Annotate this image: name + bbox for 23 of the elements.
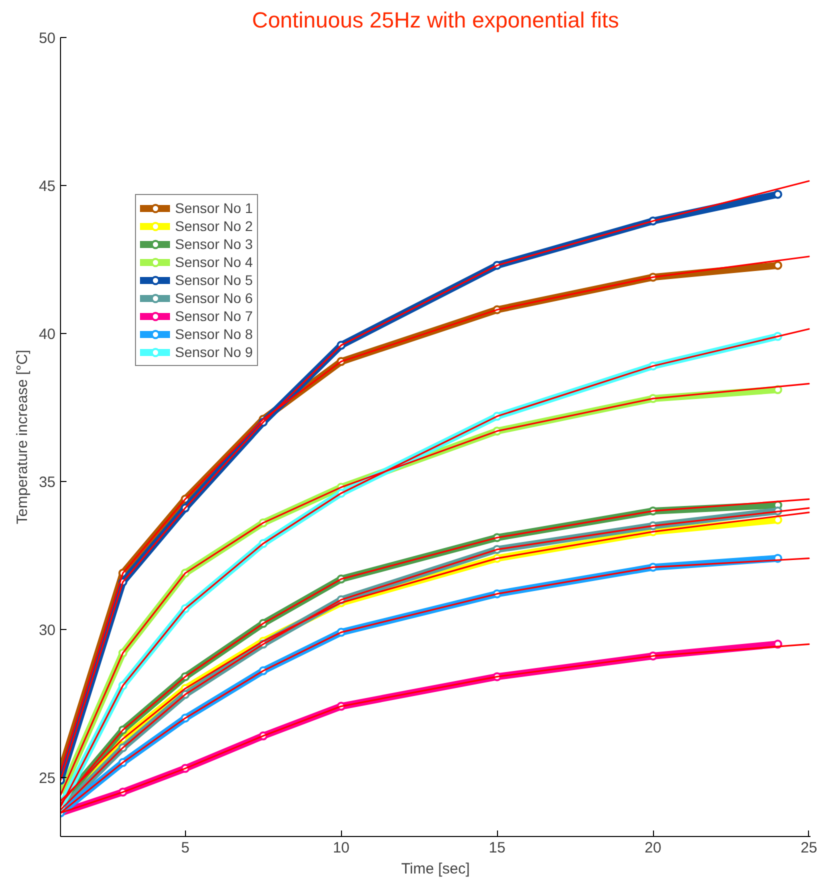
legend-label: Sensor No 9 [175,343,253,361]
x-axis-title: Time [sec] [401,860,470,878]
legend-label: Sensor No 4 [175,253,253,271]
legend-label: Sensor No 2 [175,217,253,235]
y-tick-label: 30 [38,622,56,639]
y-tick-label: 45 [38,178,56,195]
y-tick-label: 40 [38,326,56,343]
x-tick-label: 10 [332,840,350,856]
legend-label: Sensor No 5 [175,271,253,289]
y-axis-title: Temperature increase [°C] [14,350,31,524]
y-tick-label: 25 [38,770,56,787]
x-tick-label: 15 [488,840,506,856]
legend-label: Sensor No 6 [175,289,253,307]
x-tick-label: 5 [181,840,190,856]
chart-title: Continuous 25Hz with exponential fits [252,8,619,32]
y-tick-label: 35 [38,474,56,491]
y-tick-label: 50 [38,30,56,47]
x-tick-label: 20 [644,840,662,856]
legend-label: Sensor No 8 [175,325,253,343]
legend-label: Sensor No 1 [175,199,253,217]
legend-label: Sensor No 3 [175,235,253,253]
legend-label: Sensor No 7 [175,307,253,325]
x-tick-label: 25 [800,840,818,856]
